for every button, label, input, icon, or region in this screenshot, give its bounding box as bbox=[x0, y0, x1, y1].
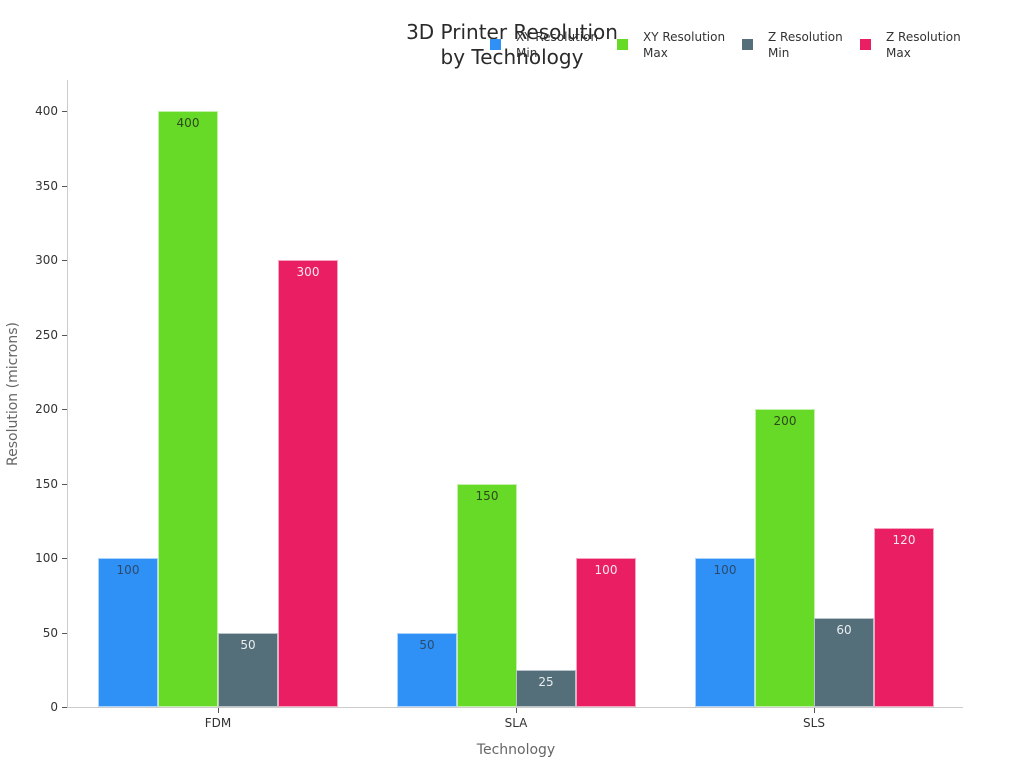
legend-label-line1: Z Resolution bbox=[886, 30, 961, 44]
bar-value-label: 100 bbox=[594, 563, 618, 577]
bar-value-label: 150 bbox=[475, 489, 499, 503]
bar-xy-max-fdm[interactable]: 400 bbox=[158, 111, 218, 707]
bar-value-label: 200 bbox=[773, 414, 797, 428]
bar-value-label: 25 bbox=[538, 675, 554, 689]
y-tick-label: 400 bbox=[35, 104, 58, 118]
x-tick bbox=[218, 708, 219, 713]
bar-value-label: 100 bbox=[713, 563, 737, 577]
bar-value-label: 120 bbox=[892, 533, 916, 547]
legend-item-xy-max[interactable]: XY Resolution Max bbox=[617, 29, 733, 61]
bar-value-label: 50 bbox=[419, 638, 435, 652]
bar-value-label: 300 bbox=[296, 265, 320, 279]
bar-z-min-sls[interactable]: 60 bbox=[814, 618, 874, 707]
bar-value-label: 50 bbox=[240, 638, 256, 652]
y-tick bbox=[62, 707, 67, 708]
legend-swatch-icon bbox=[742, 39, 753, 50]
legend-label-line1: XY Resolution bbox=[516, 30, 599, 44]
bar-xy-min-fdm[interactable]: 100 bbox=[98, 558, 158, 707]
bar-z-min-fdm[interactable]: 50 bbox=[218, 633, 278, 707]
y-tick-label: 100 bbox=[35, 551, 58, 565]
bar-xy-min-sla[interactable]: 50 bbox=[397, 633, 457, 707]
y-tick-label: 200 bbox=[35, 402, 58, 416]
bar-xy-max-sla[interactable]: 150 bbox=[457, 484, 517, 707]
legend-label-line2: Min bbox=[516, 46, 538, 60]
x-tick bbox=[516, 708, 517, 713]
legend-label-line2: Min bbox=[768, 46, 790, 60]
bar-value-label: 400 bbox=[176, 116, 200, 130]
y-tick bbox=[62, 484, 67, 485]
legend-label-line2: Max bbox=[886, 46, 911, 60]
bar-z-max-sla[interactable]: 100 bbox=[576, 558, 636, 707]
chart-title-line1: 3D Printer Resolution bbox=[406, 20, 618, 44]
legend-item-z-min[interactable]: Z Resolution Min bbox=[742, 29, 858, 61]
y-axis-line bbox=[67, 80, 68, 708]
legend-label-line1: XY Resolution bbox=[643, 30, 726, 44]
chart-title-line2: by Technology bbox=[440, 45, 584, 69]
bar-z-max-sls[interactable]: 120 bbox=[874, 528, 934, 707]
bar-xy-min-sls[interactable]: 100 bbox=[695, 558, 755, 707]
x-tick-label: FDM bbox=[204, 716, 232, 730]
x-tick-label: SLA bbox=[504, 716, 528, 730]
legend-label-line1: Z Resolution bbox=[768, 30, 843, 44]
legend-item-z-max[interactable]: Z Resolution Max bbox=[860, 29, 976, 61]
x-tick-label: SLS bbox=[803, 716, 825, 730]
legend-item-xy-min[interactable]: XY Resolution Min bbox=[490, 29, 606, 61]
y-tick-label: 150 bbox=[35, 477, 58, 491]
y-tick bbox=[62, 335, 67, 336]
legend-swatch-icon bbox=[490, 39, 501, 50]
y-tick bbox=[62, 260, 67, 261]
y-tick-label: 350 bbox=[35, 179, 58, 193]
x-axis-line bbox=[67, 707, 963, 708]
y-tick-label: 250 bbox=[35, 328, 58, 342]
y-tick bbox=[62, 633, 67, 634]
bar-z-min-sla[interactable]: 25 bbox=[516, 670, 576, 707]
y-tick bbox=[62, 111, 67, 112]
x-axis-label: Technology bbox=[476, 742, 556, 758]
chart-title: 3D Printer Resolution by Technology bbox=[362, 20, 662, 70]
bar-z-max-fdm[interactable]: 300 bbox=[278, 260, 338, 707]
legend-swatch-icon bbox=[860, 39, 871, 50]
legend-label-line2: Max bbox=[643, 46, 668, 60]
y-tick-label: 0 bbox=[50, 700, 58, 714]
x-tick bbox=[814, 708, 815, 713]
y-tick bbox=[62, 409, 67, 410]
y-tick-label: 50 bbox=[42, 626, 58, 640]
y-tick-label: 300 bbox=[35, 253, 58, 267]
y-tick bbox=[62, 558, 67, 559]
legend-swatch-icon bbox=[617, 39, 628, 50]
bar-value-label: 60 bbox=[836, 623, 852, 637]
bar-xy-max-sls[interactable]: 200 bbox=[755, 409, 815, 707]
bar-value-label: 100 bbox=[116, 563, 140, 577]
y-axis-label: Resolution (microns) bbox=[5, 322, 21, 466]
y-tick bbox=[62, 186, 67, 187]
